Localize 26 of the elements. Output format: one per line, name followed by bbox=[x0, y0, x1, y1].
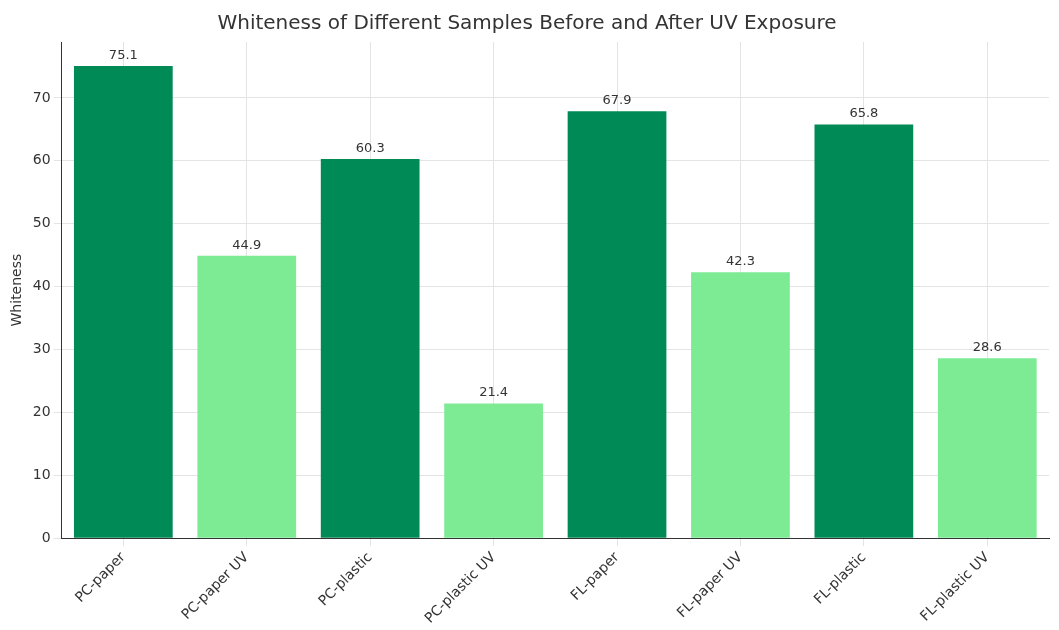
data-label: 28.6 bbox=[972, 339, 1002, 355]
y-tick-label: 10 bbox=[32, 465, 51, 482]
data-label: 21.4 bbox=[479, 384, 509, 400]
bar bbox=[937, 358, 1037, 538]
bar bbox=[444, 403, 543, 538]
bar bbox=[691, 272, 790, 538]
y-tick-label: 70 bbox=[32, 88, 51, 105]
y-tick-label: 20 bbox=[32, 403, 51, 420]
y-tick-label: 30 bbox=[32, 340, 51, 357]
y-tick-label: 0 bbox=[41, 528, 51, 545]
bar bbox=[320, 158, 420, 538]
data-label: 44.9 bbox=[232, 236, 262, 252]
y-tick-label: 40 bbox=[32, 277, 51, 294]
data-label: 67.9 bbox=[602, 92, 632, 108]
bar bbox=[73, 65, 173, 538]
y-tick-label: 50 bbox=[32, 214, 51, 231]
chart-title: Whiteness of Different Samples Before and After UV Exposure bbox=[217, 10, 837, 35]
bar bbox=[197, 255, 297, 538]
data-label: 60.3 bbox=[355, 139, 385, 155]
data-label: 42.3 bbox=[725, 253, 755, 269]
bar bbox=[814, 124, 914, 538]
y-tick-label: 60 bbox=[32, 151, 51, 168]
bar bbox=[567, 111, 667, 538]
data-label: 65.8 bbox=[849, 105, 879, 121]
data-label: 75.1 bbox=[108, 46, 138, 62]
y-axis-title: Whiteness bbox=[8, 253, 25, 327]
